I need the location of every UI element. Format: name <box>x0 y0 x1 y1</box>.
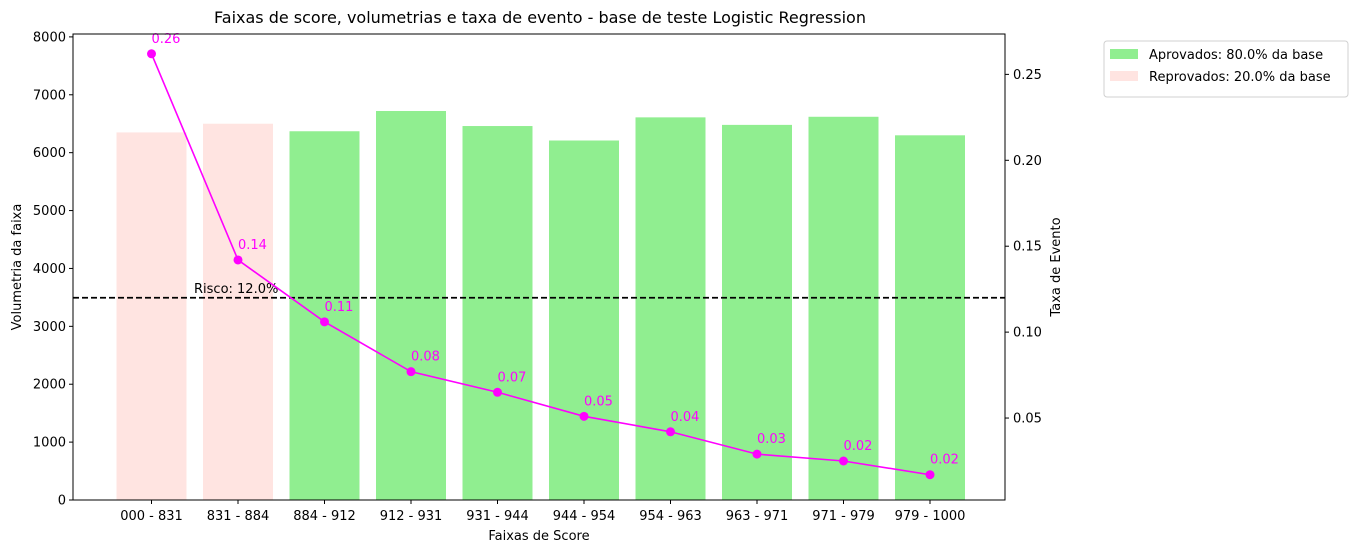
reference-line-label: Risco: 12.0% <box>194 282 278 297</box>
plot-frame <box>72 33 1006 501</box>
event-rate-point-7 <box>752 449 762 459</box>
bar-reprovados-1 <box>203 123 273 500</box>
bar-aprovados-4 <box>462 126 533 500</box>
event-rate-label-9: 0.02 <box>930 453 959 468</box>
event-rate-line <box>150 53 931 476</box>
bar-aprovados-6 <box>635 117 706 500</box>
bar-reprovados-0 <box>116 132 187 500</box>
legend-label-1: Reprovados: 20.0% da base <box>1149 70 1331 85</box>
x-tick-label-7: 963 - 971 <box>726 509 789 524</box>
y-tick-label-6: 6000 <box>33 146 66 161</box>
event-rate-point-2 <box>320 317 329 327</box>
event-rate-point-3 <box>406 367 416 377</box>
y2-tick-label-0: 0.05 <box>1013 412 1042 427</box>
chart-title: Faixas de score, volumetrias e taxa de e… <box>214 8 866 27</box>
event-rate-label-1: 0.14 <box>238 238 267 253</box>
y2-tick-label-4: 0.25 <box>1013 68 1042 83</box>
event-rate-label-0: 0.26 <box>152 32 181 47</box>
y-tick-label-4: 4000 <box>33 262 66 277</box>
x-tick-label-9: 979 - 1000 <box>895 509 966 524</box>
event-rate-label-7: 0.03 <box>757 432 786 447</box>
bar-aprovados-5 <box>549 140 619 500</box>
bar-aprovados-2 <box>289 131 360 500</box>
event-rate-label-4: 0.07 <box>498 370 527 385</box>
y2-tick-label-1: 0.10 <box>1013 326 1042 341</box>
event-rate-point-6 <box>666 427 675 437</box>
x-tick-label-0: 000 - 831 <box>120 509 183 524</box>
y2-tick-label-3: 0.20 <box>1013 154 1042 169</box>
event-rate-point-8 <box>839 456 848 466</box>
x-tick-label-3: 912 - 931 <box>380 509 443 524</box>
x-tick-label-1: 831 - 884 <box>207 509 270 524</box>
event-rate-point-0 <box>147 49 156 59</box>
bar-aprovados-3 <box>376 110 446 500</box>
y-tick-label-5: 5000 <box>33 204 66 219</box>
event-rate-point-1 <box>233 255 243 265</box>
legend-swatch-0 <box>1110 49 1138 59</box>
x-tick-label-2: 884 - 912 <box>293 509 356 524</box>
bar-aprovados-9 <box>895 135 965 500</box>
event-rate-label-5: 0.05 <box>584 394 613 409</box>
event-rate-point-4 <box>493 387 502 397</box>
y-tick-label-0: 0 <box>58 494 66 509</box>
event-rate-label-8: 0.02 <box>844 439 873 454</box>
bar-aprovados-7 <box>722 124 792 501</box>
y-tick-label-1: 1000 <box>33 436 66 451</box>
y-tick-label-8: 8000 <box>33 30 66 45</box>
y2-axis-label: Taxa de Evento <box>1049 217 1064 317</box>
x-tick-label-8: 971 - 979 <box>812 509 875 524</box>
y-tick-label-2: 2000 <box>33 378 66 393</box>
x-tick-label-4: 931 - 944 <box>466 509 529 524</box>
y-tick-label-7: 7000 <box>33 88 66 103</box>
event-rate-point-5 <box>579 411 589 421</box>
x-tick-label-6: 954 - 963 <box>639 509 702 524</box>
legend-label-0: Aprovados: 80.0% da base <box>1149 48 1323 63</box>
event-rate-label-3: 0.08 <box>411 350 440 365</box>
event-rate-point-9 <box>925 470 935 480</box>
y-axis-label: Volumetria da faixa <box>10 204 25 331</box>
x-axis-label: Faixas de Score <box>488 529 589 544</box>
x-tick-label-5: 944 - 954 <box>553 509 616 524</box>
legend-swatch-1 <box>1110 71 1138 81</box>
y2-tick-label-2: 0.15 <box>1013 240 1042 255</box>
event-rate-label-2: 0.11 <box>325 300 354 315</box>
y-tick-label-3: 3000 <box>33 320 66 335</box>
legend-box <box>1103 40 1349 98</box>
bar-aprovados-8 <box>808 116 879 500</box>
event-rate-label-6: 0.04 <box>671 410 700 425</box>
